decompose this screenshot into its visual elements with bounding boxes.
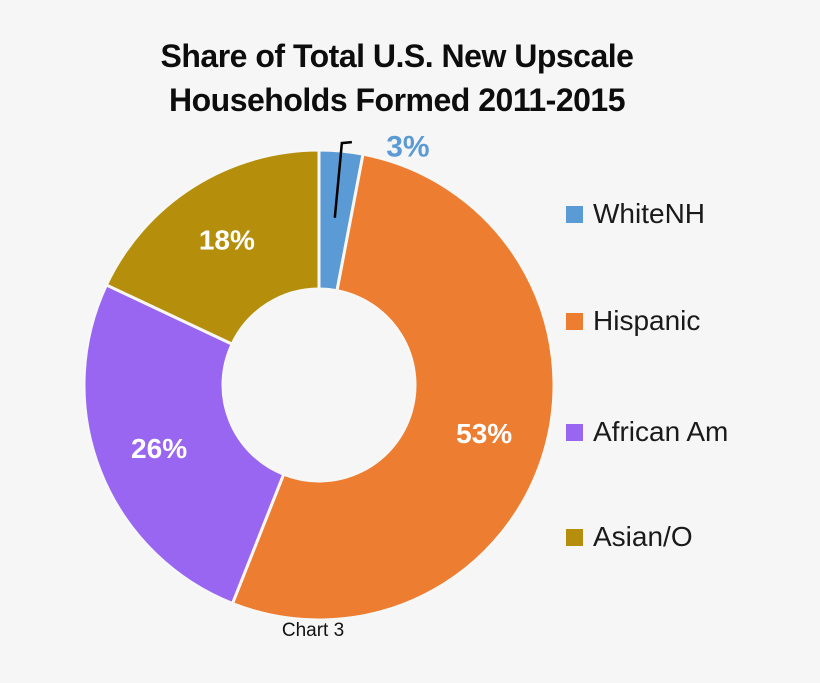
legend-item-african-am: African Am bbox=[566, 418, 728, 446]
legend-label-asian-o: Asian/O bbox=[593, 521, 693, 552]
legend-item-whitenh: WhiteNH bbox=[566, 200, 705, 228]
chart-caption: Chart 3 bbox=[281, 620, 345, 641]
legend-label-hispanic: Hispanic bbox=[593, 305, 701, 336]
legend-label-african-am: African Am bbox=[593, 416, 729, 447]
slice-hispanic bbox=[230, 152, 556, 622]
legend-item-hispanic: Hispanic bbox=[566, 307, 700, 335]
chart-title-line2: Households Formed 2011-2015 bbox=[168, 82, 626, 118]
slice-label-asian-o: 18% bbox=[199, 225, 255, 256]
slice-label-hispanic: 53% bbox=[456, 418, 512, 449]
chart-title: Share of Total U.S. New Upscale Househol… bbox=[0, 34, 794, 122]
slice-asian-o bbox=[104, 148, 321, 346]
slice-label-african-am: 26% bbox=[131, 433, 187, 464]
legend-label-whitenh: WhiteNH bbox=[593, 198, 706, 229]
slice-african-am bbox=[82, 283, 286, 605]
callout-line-whitenh bbox=[333, 140, 352, 218]
chart-title-line1: Share of Total U.S. New Upscale bbox=[160, 38, 634, 74]
legend-item-asian-o: Asian/O bbox=[566, 523, 693, 551]
legend-swatch-asian-o bbox=[566, 528, 583, 546]
legend-swatch-whitenh bbox=[566, 205, 583, 223]
legend-swatch-african-am bbox=[566, 423, 583, 441]
slice-label-whitenh: 3% bbox=[386, 131, 429, 164]
legend-swatch-hispanic bbox=[566, 312, 583, 330]
